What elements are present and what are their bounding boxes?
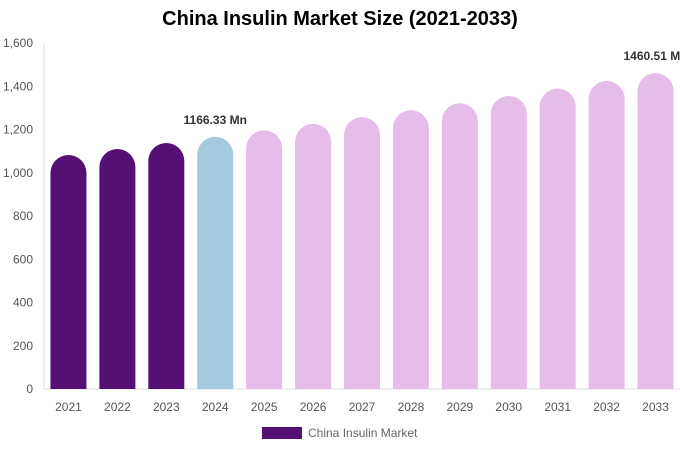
legend-swatch [262, 427, 302, 439]
data-label: 1166.33 Mn [184, 113, 247, 127]
bar-2031 [539, 88, 576, 389]
y-tick-label: 1,000 [3, 166, 33, 180]
x-tick-label: 2031 [544, 400, 571, 414]
x-tick-label: 2024 [202, 400, 229, 414]
x-tick-label: 2030 [495, 400, 522, 414]
x-tick-label: 2021 [55, 400, 82, 414]
y-tick-label: 600 [13, 252, 33, 266]
data-label: 1460.51 Mn [624, 49, 680, 63]
bar-2022 [99, 149, 136, 389]
bar-2033 [637, 73, 674, 390]
x-tick-label: 2028 [398, 400, 425, 414]
y-tick-label: 400 [13, 296, 33, 310]
bar-2026 [295, 123, 332, 389]
y-tick-label: 1,600 [3, 36, 33, 50]
y-tick-label: 1,400 [3, 79, 33, 93]
x-tick-label: 2027 [349, 400, 376, 414]
chart-title: China Insulin Market Size (2021-2033) [162, 8, 518, 30]
bar-2029 [441, 103, 478, 390]
x-tick-label: 2022 [104, 400, 131, 414]
x-tick-label: 2033 [642, 400, 669, 414]
bar-2024 [197, 136, 234, 389]
bar-2027 [344, 117, 380, 390]
y-tick-label: 200 [13, 339, 33, 353]
legend-label: China Insulin Market [308, 426, 418, 440]
bar-2025 [246, 130, 283, 389]
x-tick-label: 2026 [300, 400, 327, 414]
x-tick-label: 2025 [251, 400, 278, 414]
y-tick-label: 1,200 [3, 123, 33, 137]
bar-2021 [50, 154, 87, 389]
x-tick-label: 2029 [446, 400, 473, 414]
x-tick-label: 2032 [593, 400, 620, 414]
legend: China Insulin Market [262, 426, 417, 440]
bar-2032 [588, 80, 625, 389]
y-tick-label: 0 [26, 382, 33, 396]
y-tick-label: 800 [13, 209, 33, 223]
bar-2023 [148, 142, 185, 389]
bar-2030 [490, 96, 527, 390]
x-tick-label: 2023 [153, 400, 180, 414]
bar-2028 [392, 110, 429, 389]
